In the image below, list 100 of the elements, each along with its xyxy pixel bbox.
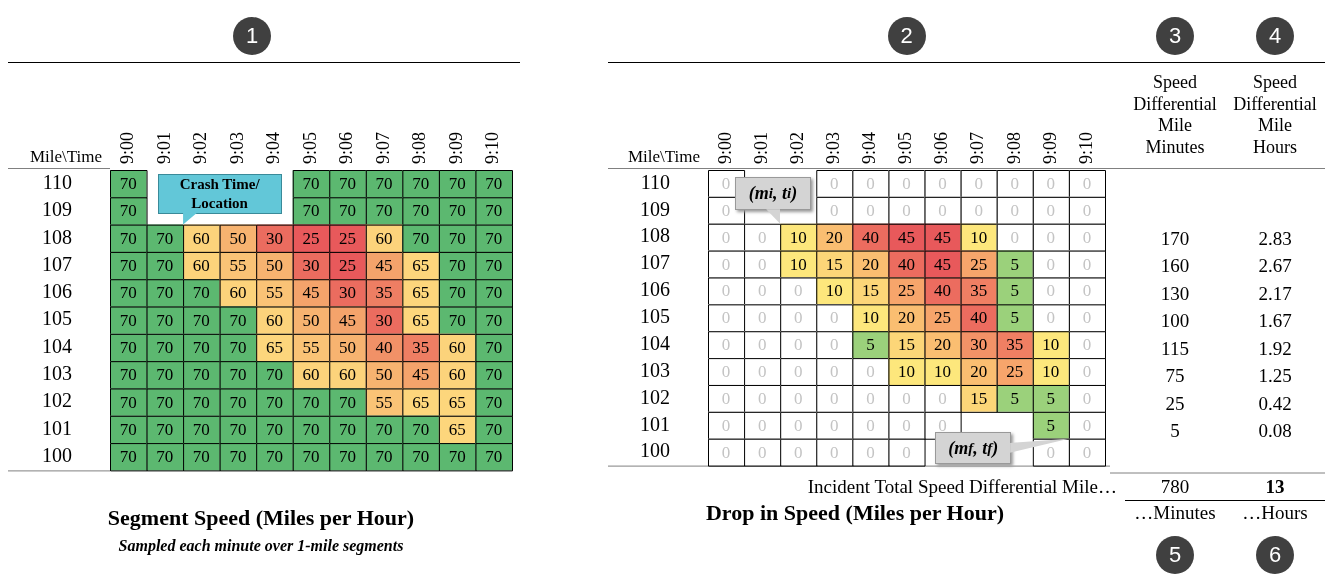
data-label: 70: [412, 201, 430, 221]
data-label: 0: [721, 281, 731, 301]
x-tick-label: 9:10: [1075, 131, 1096, 164]
x-tick-label: 9:06: [931, 131, 952, 164]
text: …Minutes: [1133, 502, 1217, 524]
data-label: 0: [902, 415, 911, 435]
text: …Hours: [1241, 502, 1309, 524]
data-label: 10: [934, 362, 952, 382]
data-label: 10: [789, 227, 807, 247]
data-label: 70: [375, 419, 393, 439]
y-tick-label: 101: [640, 412, 670, 435]
data-label: 0: [1046, 254, 1056, 274]
data-label: 65: [412, 283, 430, 303]
x-tick-label: 9:02: [786, 131, 807, 164]
data-label: 70: [156, 447, 174, 467]
data-label: 0: [1046, 308, 1056, 328]
data-label: 50: [302, 310, 320, 330]
data-label: 65: [448, 392, 466, 412]
y-tick-label: 110: [640, 170, 670, 193]
data-label: 5: [1046, 415, 1056, 435]
data-label: 0: [830, 308, 839, 328]
data-label: 70: [339, 447, 357, 467]
y-tick-label: 110: [42, 170, 72, 193]
y-tick-label: 105: [42, 307, 72, 330]
data-label: 70: [448, 283, 466, 303]
data-label: 70: [485, 337, 503, 357]
x-tick-label: 9:04: [859, 131, 880, 164]
x-tick-label: 9:01: [750, 131, 771, 164]
data-label: 0: [721, 173, 731, 193]
x-tick-label: 9:09: [1039, 131, 1060, 164]
data-label: 160: [1160, 255, 1190, 277]
data-label: 70: [229, 419, 247, 439]
data-label: 20: [825, 227, 843, 247]
data-label: 70: [265, 392, 283, 412]
y-tick-label: 107: [640, 251, 670, 274]
data-label: 10: [970, 227, 988, 247]
x-tick-label: Speed Differential Mile Hours: [1233, 72, 1317, 157]
x-tick-label: 9:08: [409, 131, 430, 164]
data-label: 0: [866, 200, 875, 220]
data-label: 70: [229, 310, 247, 330]
y-axis-title: Mile\Time: [627, 146, 700, 166]
data-label: 70: [156, 337, 174, 357]
y-tick-label: 102: [640, 385, 670, 408]
y-tick-label: 108: [640, 224, 670, 247]
x-tick-label: 9:08: [1003, 131, 1024, 164]
data-label: 70: [448, 256, 466, 276]
data-label: 55: [302, 337, 320, 357]
y-tick-label: 109: [640, 197, 670, 220]
data-label: 0: [721, 335, 731, 355]
data-label: 25: [339, 256, 357, 276]
data-label: 5: [866, 335, 875, 355]
data-label: 130: [1160, 282, 1190, 304]
data-label: 0: [974, 173, 983, 193]
data-label: 70: [192, 365, 210, 385]
data-label: 0: [1082, 254, 1092, 274]
text: Drop in Speed (Miles per Hour): [705, 500, 1005, 526]
data-label: 0: [830, 362, 839, 382]
data-label: 0: [721, 254, 731, 274]
data-label: 25: [1006, 362, 1024, 382]
data-label: 70: [412, 419, 430, 439]
data-label: 70: [119, 174, 137, 194]
data-label: 0: [1082, 335, 1092, 355]
data-label: 5: [1010, 388, 1020, 408]
data-label: 70: [192, 392, 210, 412]
data-label: 0.08: [1258, 420, 1292, 442]
y-tick-label: 104: [42, 334, 72, 357]
y-tick-label: 108: [42, 225, 72, 248]
data-label: 20: [898, 308, 915, 328]
y-tick-label: 109: [42, 198, 72, 221]
data-label: 70: [448, 228, 466, 248]
data-label: 70: [265, 447, 283, 467]
data-label: 70: [448, 174, 466, 194]
data-label: 15: [970, 388, 988, 408]
data-label: 10: [898, 362, 915, 382]
data-label: 0: [793, 362, 803, 382]
data-label: 40: [375, 337, 393, 357]
data-label: 20: [861, 254, 879, 274]
data-label: 70: [156, 256, 174, 276]
data-label: 65: [448, 419, 466, 439]
numbered-circle: 2: [887, 17, 926, 55]
data-label: 70: [156, 228, 174, 248]
data-label: 70: [485, 310, 503, 330]
data-label: 55: [375, 392, 393, 412]
data-label: 0: [1046, 200, 1056, 220]
data-label: 0: [793, 442, 803, 462]
data-label: 70: [229, 337, 247, 357]
data-label: 70: [339, 392, 357, 412]
annotation: Crash Time/ Location: [157, 174, 282, 214]
data-label: 45: [934, 254, 952, 274]
data-label: 70: [156, 283, 174, 303]
data-label: 70: [485, 201, 503, 221]
data-label: 0: [866, 388, 875, 408]
data-label: 25: [934, 308, 952, 328]
data-label: 35: [412, 337, 430, 357]
data-label: 0: [938, 173, 947, 193]
x-tick-label: Speed Differential Mile Minutes: [1133, 72, 1217, 157]
data-label: 0: [938, 415, 947, 435]
data-label: 55: [229, 256, 247, 276]
data-label: 50: [229, 228, 247, 248]
data-label: 70: [485, 365, 503, 385]
